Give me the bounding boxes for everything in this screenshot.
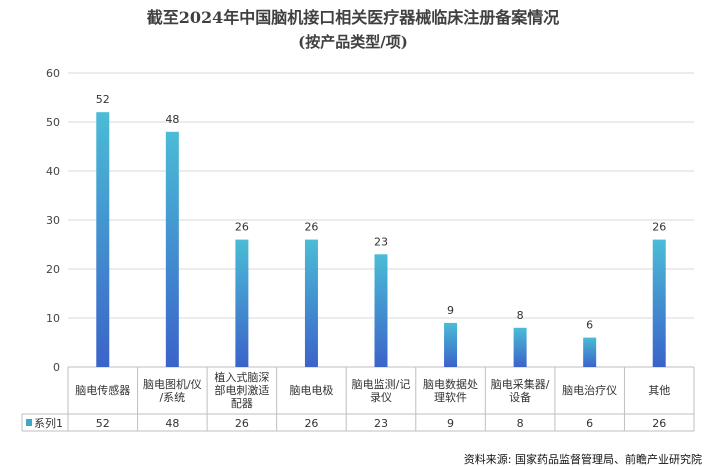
source-note: 资料来源: 国家药品监督管理局、前瞻产业研究院 [464,452,702,466]
data-label: 6 [586,319,593,332]
bar [374,254,388,367]
bar [304,239,318,367]
chart-subtitle: (按产品类型/项) [298,33,408,51]
category-label: 配器 [231,397,253,410]
category-label: 设备 [509,390,531,404]
category-label: 录仪 [370,391,392,404]
table-value: 9 [447,417,454,430]
bar [165,131,179,367]
data-label: 9 [447,304,454,317]
table-value: 26 [235,417,249,430]
chart-title: 截至2024年中国脑机接口相关医疗器械临床注册备案情况 [147,8,560,27]
category-label: 植入式脑深 [214,370,269,384]
y-tick-label: 10 [46,312,60,325]
category-label: /系统 [159,391,185,404]
bar [235,239,249,367]
category-label: 其他 [648,384,670,397]
y-tick-label: 20 [46,263,60,276]
table-value: 26 [304,417,318,430]
data-label: 52 [96,93,110,106]
category-label: 部电刺激适 [214,383,269,397]
data-label: 48 [165,113,179,126]
data-label: 8 [517,309,524,322]
category-label: 脑电监测/记 [352,378,411,391]
table-value: 23 [374,417,388,430]
y-tick-label: 50 [46,116,60,129]
table-value: 26 [652,417,666,430]
category-label: 脑电治疗仪 [562,383,617,397]
table-value: 6 [586,417,593,430]
data-label: 26 [652,221,666,234]
data-label: 26 [235,221,249,234]
legend-key [26,419,32,426]
y-tick-label: 40 [46,165,60,178]
y-tick-label: 60 [46,67,60,80]
table-value: 8 [517,417,524,430]
category-label: 脑电电极 [289,383,333,397]
category-label: 脑电传感器 [75,384,130,397]
bar [444,322,458,367]
bar [513,327,527,367]
data-label: 26 [304,221,318,234]
legend-series-name: 系列1 [34,416,63,430]
table-value: 48 [165,417,179,430]
category-label: 脑电采集器/ [491,377,550,391]
bar [583,337,597,367]
category-label: 理软件 [434,390,467,404]
data-label: 23 [374,235,388,248]
category-label: 脑电图机/仪 [143,377,202,391]
table-value: 52 [96,417,110,430]
category-label: 脑电数据处 [423,377,478,391]
bar [96,112,110,367]
y-tick-label: 30 [46,214,60,227]
y-tick-label: 0 [53,361,60,374]
bar [652,239,666,367]
